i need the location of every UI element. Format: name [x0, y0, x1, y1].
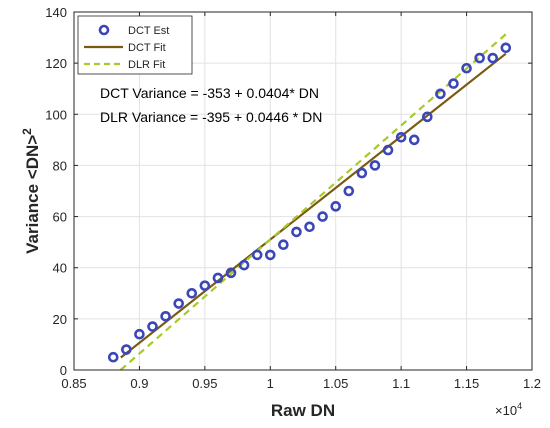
dct-est-point: [435, 88, 446, 100]
y-tick-label: 40: [53, 261, 67, 276]
y-tick-label: 120: [45, 56, 67, 71]
dct-fit-line: [120, 52, 507, 359]
y-tick-label: 100: [45, 107, 67, 122]
y-axis-ticks: 0 20 40 60 80 100 120 140: [45, 5, 532, 378]
dct-est-point: [369, 160, 381, 171]
x-axis-label: Raw DN: [271, 401, 335, 420]
legend-label-dct-fit: DCT Fit: [128, 42, 166, 54]
y-axis-label-superscript: 2: [20, 128, 34, 135]
dct-est-point: [225, 267, 237, 279]
dct-est-point: [160, 310, 171, 322]
dct-est-point: [121, 344, 132, 355]
x-tick-label: 1.2: [523, 376, 541, 391]
legend-marker-dct-est: [98, 24, 110, 36]
legend: DCT Est DCT Fit DLR Fit: [77, 15, 193, 75]
dct-est-point: [173, 298, 184, 309]
dct-est-point: [461, 62, 472, 74]
dct-est-point: [107, 351, 119, 363]
plot-frame: [73, 11, 533, 371]
dct-est-point: [212, 272, 224, 284]
legend-label-dct-est: DCT Est: [128, 25, 169, 37]
dct-est-point: [199, 280, 211, 291]
x-axis-ticks: 0.85 0.9 0.95 1 1.05 1.1 1.15 1.2: [61, 12, 541, 391]
dct-est-point: [408, 134, 420, 146]
y-axis-label-main: Variance <DN>: [23, 135, 42, 254]
dct-est-point: [448, 78, 459, 89]
dct-est-point: [238, 259, 250, 271]
x-tick-label: 1.05: [323, 376, 348, 391]
y-tick-label: 60: [53, 210, 67, 225]
x-tick-label: 1.15: [454, 376, 479, 391]
x-exponent-base: ×10: [495, 403, 517, 418]
data-points: [107, 42, 512, 363]
dct-est-point: [304, 221, 315, 233]
dct-est-point: [356, 167, 368, 179]
dct-est-point: [474, 52, 485, 64]
x-tick-label: 1.1: [392, 376, 410, 391]
dct-est-point: [382, 144, 394, 156]
legend-label-dlr-fit: DLR Fit: [128, 59, 165, 71]
dct-est-point: [343, 185, 355, 197]
x-tick-label: 0.85: [61, 376, 86, 391]
dct-est-point: [487, 52, 499, 64]
dct-est-point: [251, 249, 263, 261]
dct-est-point: [278, 239, 289, 250]
x-tick-label: 1: [267, 376, 274, 391]
annotation-dct-equation: DCT Variance = -353 + 0.0404* DN: [100, 85, 319, 101]
x-axis-exponent: ×104: [495, 401, 522, 418]
dct-est-point: [147, 321, 158, 332]
dct-est-point: [330, 201, 342, 212]
dct-est-point: [291, 226, 302, 238]
dct-est-point: [395, 132, 407, 143]
x-tick-label: 0.9: [130, 376, 148, 391]
annotation-dlr-equation: DLR Variance = -395 + 0.0446 * DN: [100, 109, 322, 125]
x-exponent-power: 4: [517, 401, 522, 411]
y-tick-label: 140: [45, 5, 67, 20]
dct-est-point: [264, 249, 276, 261]
dct-est-point: [317, 211, 328, 222]
dct-est-point: [500, 42, 512, 54]
y-tick-label: 0: [60, 363, 67, 378]
dct-est-point: [134, 328, 145, 340]
y-tick-label: 20: [53, 312, 67, 327]
dct-est-point: [422, 111, 433, 123]
y-axis-label: Variance <DN>2: [20, 128, 42, 254]
y-tick-label: 80: [53, 158, 67, 173]
x-tick-label: 0.95: [192, 376, 217, 391]
dct-est-point: [186, 287, 198, 299]
